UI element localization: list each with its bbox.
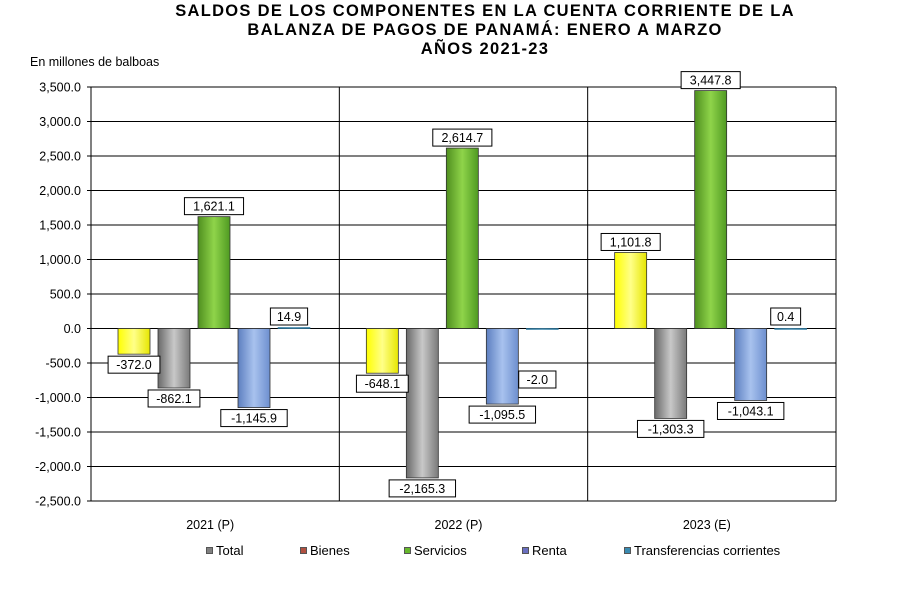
data-label-text: 1,621.1 <box>193 200 235 214</box>
data-label: 2,614.7 <box>432 128 493 147</box>
data-label: -2,165.3 <box>388 479 457 498</box>
y-tick-label: 500.0 <box>50 288 81 302</box>
data-label-text: -648.1 <box>365 377 400 391</box>
data-label: 0.4 <box>770 307 802 326</box>
data-label-box <box>432 128 493 147</box>
data-label-box <box>183 197 245 216</box>
data-label-box <box>770 307 802 326</box>
data-label-box <box>680 71 741 90</box>
legend-label: Total <box>216 543 244 558</box>
data-label-box <box>518 370 557 389</box>
chart-title-line-3: AÑOS 2021-23 <box>420 40 550 58</box>
data-label: 1,101.8 <box>600 232 661 251</box>
bar-renta-2 <box>734 328 768 401</box>
data-label-text: -1,043.1 <box>728 404 774 418</box>
data-label-text: 14.9 <box>277 310 301 324</box>
y-tick-label: 2,000.0 <box>39 184 81 198</box>
y-tick-label: -1,500.0 <box>35 426 81 440</box>
y-tick-label: 2,500.0 <box>39 150 81 164</box>
data-label: 3,447.8 <box>680 71 741 90</box>
chart-title-line-2: BALANZA DE PAGOS DE PANAMÁ: ENERO A MARZ… <box>247 21 723 39</box>
y-tick-label: 1,000.0 <box>39 253 81 267</box>
y-axis-unit-label: En millones de balboas <box>30 55 160 69</box>
bar-chart: 3,500.0 3,000.0 2,500.0 2,000.0 1,500.0 1,000… <box>35 71 837 532</box>
y-tick-label: -1,000.0 <box>35 391 81 405</box>
legend-label: Transferencias corrientes <box>634 543 781 558</box>
y-tick-label: -500.0 <box>46 357 81 371</box>
data-label-box <box>355 374 409 393</box>
data-label-box <box>269 307 309 326</box>
legend-swatch <box>624 547 631 554</box>
bar-renta-0 <box>237 328 271 408</box>
data-label-box <box>600 232 661 251</box>
legend-label: Bienes <box>310 543 350 558</box>
bar-renta-1 <box>485 328 519 405</box>
y-tick-label: -2,500.0 <box>35 495 81 509</box>
bar-servicios-0 <box>197 216 231 329</box>
data-label-text: -372.0 <box>116 358 151 372</box>
y-tick-label: 1,500.0 <box>39 219 81 233</box>
bar-transferencias-corrientes-1 <box>526 328 559 330</box>
legend-swatch <box>404 547 411 554</box>
legend-item-renta: Renta <box>522 543 567 558</box>
bar-transferencias-corrientes-2 <box>774 328 807 330</box>
data-label-text: 1,101.8 <box>610 235 652 249</box>
data-label-text: -2.0 <box>527 373 549 387</box>
bar-total-1 <box>365 328 399 374</box>
legend-item-servicios: Servicios <box>404 543 467 558</box>
data-label-box <box>636 419 705 438</box>
bar-servicios-1 <box>445 147 479 329</box>
y-tick-label: 3,000.0 <box>39 115 81 129</box>
legend-item-transferencias-corrientes: Transferencias corrientes <box>624 543 780 558</box>
legend-label: Servicios <box>414 543 467 558</box>
bar-transferencias-corrientes-0 <box>277 327 311 329</box>
legend-swatch <box>300 547 307 554</box>
legend-label: Renta <box>532 543 567 558</box>
data-label: -1,303.3 <box>636 419 705 438</box>
legend-item-bienes: Bienes <box>300 543 350 558</box>
data-label-box <box>107 355 161 374</box>
data-label: -2.0 <box>518 370 557 389</box>
data-label: -1,145.9 <box>220 409 288 428</box>
x-tick-label: 2023 (E) <box>683 518 731 532</box>
data-label-box <box>147 389 201 408</box>
data-label-text: 0.4 <box>777 310 794 324</box>
data-label-text: -862.1 <box>156 392 191 406</box>
data-label: -648.1 <box>355 374 409 393</box>
chart-title-line-1: SALDOS DE LOS COMPONENTES EN LA CUENTA C… <box>175 2 795 20</box>
x-tick-label: 2022 (P) <box>435 518 483 532</box>
data-label-text: 2,614.7 <box>441 131 483 145</box>
bar-bienes-2 <box>654 328 688 419</box>
data-label-box <box>388 479 457 498</box>
bar-bienes-1 <box>405 328 439 479</box>
data-label-text: -1,095.5 <box>479 408 525 422</box>
data-label-box <box>468 405 537 424</box>
chart-title: SALDOS DE LOS COMPONENTES EN LA CUENTA C… <box>0 2 902 59</box>
data-label: 1,621.1 <box>183 197 245 216</box>
legend-swatch <box>522 547 529 554</box>
bar-bienes-0 <box>157 328 191 389</box>
data-label: -862.1 <box>147 389 201 408</box>
data-label: -372.0 <box>107 355 161 374</box>
bar-total-0 <box>117 328 151 355</box>
y-tick-label: -2,000.0 <box>35 460 81 474</box>
data-label: -1,095.5 <box>468 405 537 424</box>
x-tick-label: 2021 (P) <box>186 518 234 532</box>
data-label-box <box>716 401 785 420</box>
data-label-text: -2,165.3 <box>399 482 445 496</box>
bar-total-2 <box>614 252 648 329</box>
legend-swatch <box>206 547 213 554</box>
y-tick-label: 3,500.0 <box>39 81 81 95</box>
chart-legend: Total Bienes Servicios Renta Transferencias … <box>0 543 902 561</box>
data-label-box <box>220 409 288 428</box>
data-label-text: -1,303.3 <box>648 422 694 436</box>
data-label: 14.9 <box>269 307 309 326</box>
data-label-text: 3,447.8 <box>690 74 732 88</box>
bar-servicios-2 <box>694 90 728 329</box>
y-tick-label: 0.0 <box>64 322 81 336</box>
legend-item-total: Total <box>206 543 243 558</box>
data-label: -1,043.1 <box>716 401 785 420</box>
data-label-text: -1,145.9 <box>231 412 277 426</box>
